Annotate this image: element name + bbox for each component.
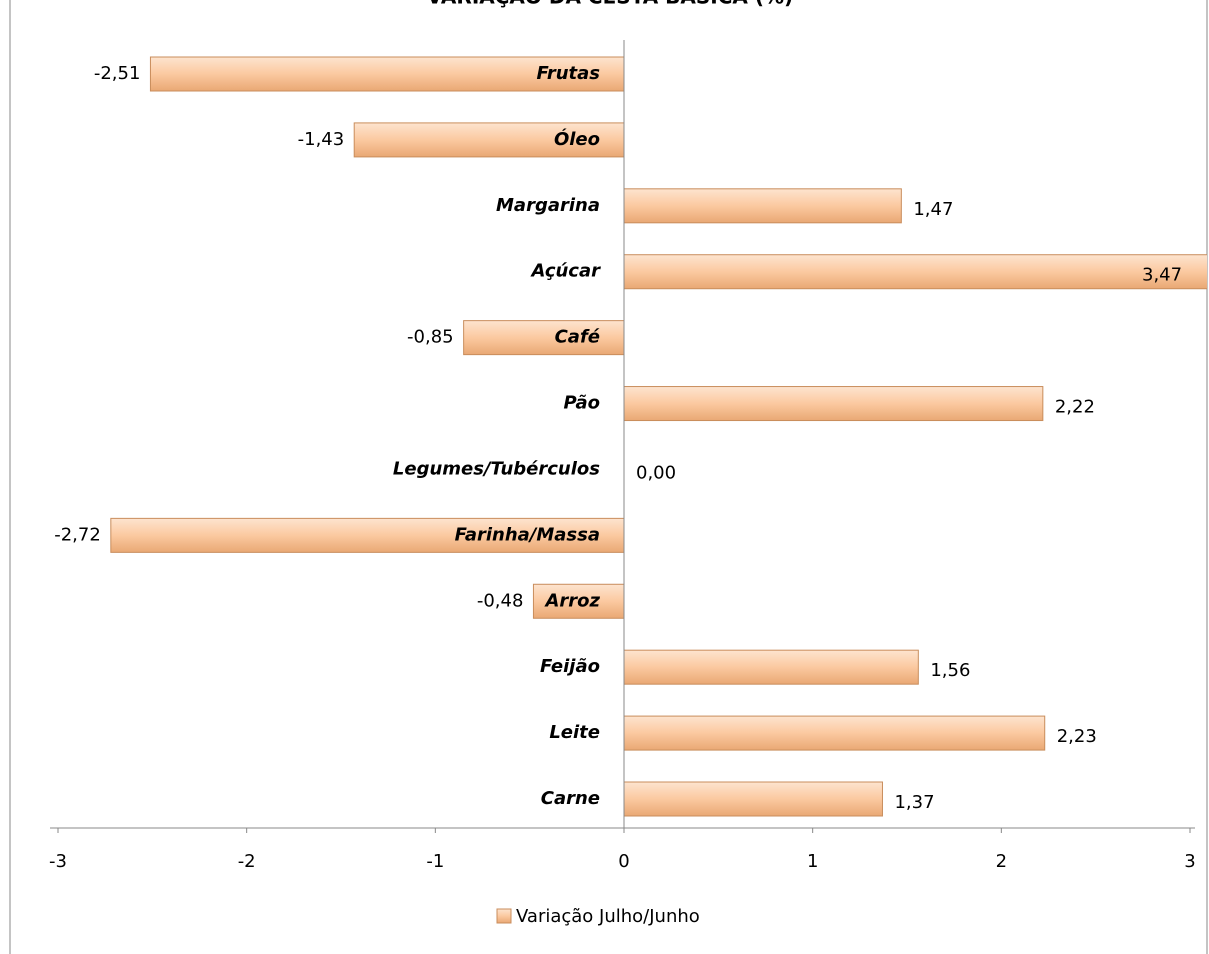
value-label: -1,43 [298, 129, 345, 150]
category-label: Margarina [496, 195, 600, 216]
x-tick-label: -1 [426, 851, 444, 872]
bar [149, 56, 625, 92]
legend-swatch [496, 908, 512, 924]
bar [353, 122, 625, 158]
x-tick-label: 2 [996, 851, 1007, 872]
chart-title: VARIAÇÃO DA CESTA BÁSICA (%) [427, 0, 793, 9]
category-label: Óleo [554, 128, 600, 150]
value-label: -2,51 [94, 63, 141, 84]
x-tick-label: -3 [49, 851, 67, 872]
category-label: Arroz [543, 590, 600, 611]
value-label: -2,72 [54, 524, 101, 545]
category-label: Pão [563, 393, 600, 414]
chart-frame [9, 0, 1208, 954]
bar [110, 517, 625, 553]
category-label: Açúcar [529, 261, 601, 282]
bar [623, 781, 883, 817]
category-label: Legumes/Tubérculos [393, 458, 600, 479]
value-label: 2,22 [1055, 397, 1095, 418]
x-tick-label: 1 [807, 851, 818, 872]
bar [623, 386, 1044, 422]
value-label: 1,47 [913, 199, 953, 220]
value-label: 1,56 [930, 660, 970, 681]
bar [623, 715, 1046, 751]
bar [532, 583, 625, 619]
category-label: Leite [549, 722, 600, 743]
plot-area [110, 56, 1207, 817]
value-label: 2,23 [1057, 726, 1097, 747]
value-label: -0,85 [407, 327, 454, 348]
x-tick-label: 3 [1184, 851, 1195, 872]
value-label: 3,47 [1142, 265, 1182, 286]
category-label: Farinha/Massa [455, 524, 600, 545]
category-label: Feijão [540, 656, 600, 677]
bar [623, 188, 902, 224]
category-label: Café [555, 327, 600, 348]
legend-label: Variação Julho/Junho [516, 906, 700, 927]
x-tick-label: 0 [618, 851, 629, 872]
x-tick-label: -2 [238, 851, 256, 872]
bar [623, 254, 1207, 290]
value-label: -0,48 [477, 590, 524, 611]
category-label: Carne [541, 788, 600, 809]
category-label: Frutas [537, 63, 601, 84]
value-label: 1,37 [894, 792, 934, 813]
value-label: 0,00 [636, 462, 676, 483]
bar [623, 649, 919, 685]
bar [463, 320, 625, 356]
